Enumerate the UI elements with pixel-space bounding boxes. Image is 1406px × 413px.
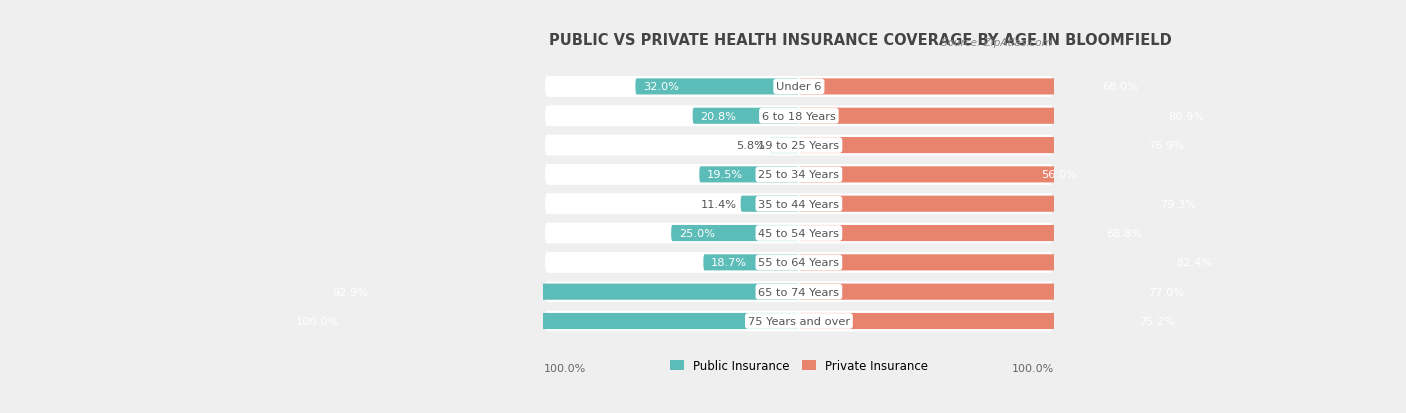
Text: 25.0%: 25.0% [679,228,714,238]
Text: Under 6: Under 6 [776,82,821,92]
FancyBboxPatch shape [288,313,799,329]
FancyBboxPatch shape [769,138,799,154]
FancyBboxPatch shape [546,135,1053,156]
FancyBboxPatch shape [546,282,1053,302]
Text: 82.4%: 82.4% [1177,258,1212,268]
FancyBboxPatch shape [799,225,1150,242]
Text: 100.0%: 100.0% [544,363,586,374]
FancyBboxPatch shape [546,77,1053,97]
FancyBboxPatch shape [799,138,1192,154]
Text: 68.8%: 68.8% [1107,228,1143,238]
FancyBboxPatch shape [546,311,1053,332]
Text: 75.2%: 75.2% [1139,316,1175,326]
Text: 76.9%: 76.9% [1149,141,1184,151]
Text: 75 Years and over: 75 Years and over [748,316,851,326]
FancyBboxPatch shape [799,284,1192,300]
Text: 79.3%: 79.3% [1160,199,1197,209]
Text: 100.0%: 100.0% [295,316,339,326]
Text: 19.5%: 19.5% [707,170,742,180]
FancyBboxPatch shape [699,167,799,183]
Text: 77.0%: 77.0% [1149,287,1185,297]
Text: 11.4%: 11.4% [700,199,737,209]
Text: 56.0%: 56.0% [1042,170,1077,180]
Text: 5.8%: 5.8% [737,141,765,151]
FancyBboxPatch shape [693,109,799,124]
Text: 6 to 18 Years: 6 to 18 Years [762,112,835,121]
FancyBboxPatch shape [546,106,1053,127]
FancyBboxPatch shape [636,79,799,95]
Text: 80.9%: 80.9% [1168,112,1205,121]
FancyBboxPatch shape [546,223,1053,244]
Text: 92.9%: 92.9% [332,287,368,297]
Text: 65 to 74 Years: 65 to 74 Years [758,287,839,297]
Text: Source: ZipAtlas.com: Source: ZipAtlas.com [941,38,1052,48]
FancyBboxPatch shape [546,252,1053,273]
FancyBboxPatch shape [799,196,1204,212]
FancyBboxPatch shape [546,164,1053,185]
Text: 20.8%: 20.8% [700,112,737,121]
Text: 25 to 34 Years: 25 to 34 Years [758,170,839,180]
FancyBboxPatch shape [546,194,1053,215]
FancyBboxPatch shape [799,109,1212,124]
FancyBboxPatch shape [741,196,799,212]
Text: 45 to 54 Years: 45 to 54 Years [758,228,839,238]
FancyBboxPatch shape [799,167,1085,183]
Legend: Public Insurance, Private Insurance: Public Insurance, Private Insurance [665,355,932,377]
Text: 32.0%: 32.0% [643,82,679,92]
Text: 68.0%: 68.0% [1102,82,1139,92]
Text: 19 to 25 Years: 19 to 25 Years [758,141,839,151]
Text: PUBLIC VS PRIVATE HEALTH INSURANCE COVERAGE BY AGE IN BLOOMFIELD: PUBLIC VS PRIVATE HEALTH INSURANCE COVER… [548,33,1171,48]
Text: 55 to 64 Years: 55 to 64 Years [758,258,839,268]
FancyBboxPatch shape [325,284,799,300]
FancyBboxPatch shape [799,313,1182,329]
FancyBboxPatch shape [799,255,1220,271]
FancyBboxPatch shape [703,255,799,271]
FancyBboxPatch shape [799,79,1146,95]
Text: 35 to 44 Years: 35 to 44 Years [758,199,839,209]
Text: 18.7%: 18.7% [711,258,747,268]
Text: 100.0%: 100.0% [1012,363,1054,374]
FancyBboxPatch shape [671,225,799,242]
